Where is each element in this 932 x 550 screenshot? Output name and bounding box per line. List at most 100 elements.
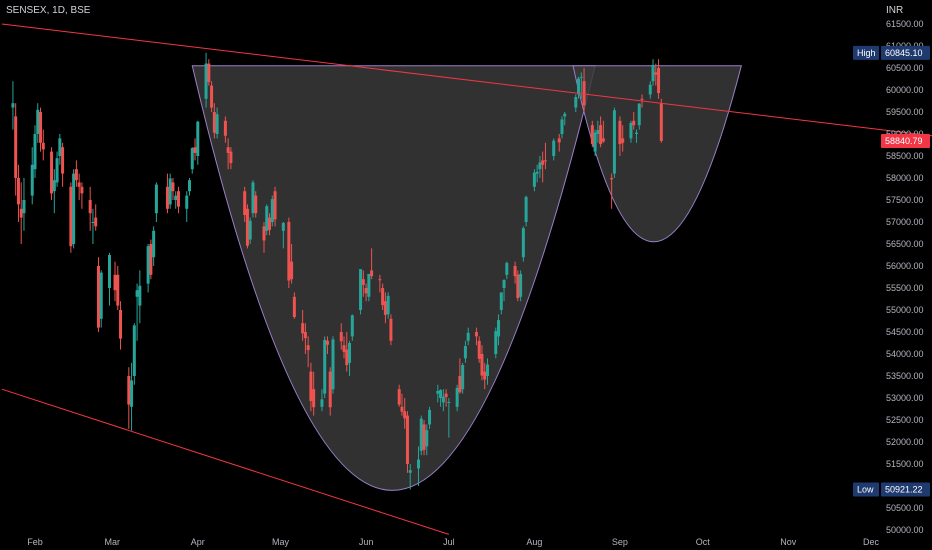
candle-body: [226, 147, 230, 153]
time-tick-label: Oct: [696, 537, 711, 547]
candle-body: [621, 138, 625, 143]
candle-body: [397, 389, 401, 405]
price-tick-label: 50500.00: [886, 503, 924, 513]
price-tick-label: 55000.00: [886, 305, 924, 315]
last-price-text: 58840.79: [885, 136, 923, 146]
candle-body: [268, 217, 272, 230]
last-price-tag: [881, 134, 930, 149]
price-tick-label: 52000.00: [886, 437, 924, 447]
high-value-text: 60845.10: [885, 48, 923, 58]
cup-and-handle-pattern[interactable]: [191, 65, 742, 491]
candle-body: [303, 332, 307, 339]
candle-body: [417, 459, 421, 469]
high-label-text: High: [857, 48, 876, 58]
price-tick-label: 51500.00: [886, 459, 924, 469]
candle-body: [50, 151, 54, 194]
candle-body: [19, 208, 23, 218]
handle-shape: [572, 65, 742, 243]
candle-body: [193, 147, 197, 153]
candle-body: [265, 206, 269, 231]
candle-body: [499, 292, 503, 310]
candle-body: [447, 401, 451, 403]
price-tick-label: 60500.00: [886, 63, 924, 73]
price-tick-label: 56000.00: [886, 261, 924, 271]
candle-body: [428, 409, 432, 425]
low-label-text: Low: [857, 484, 874, 494]
candle-body: [185, 195, 189, 209]
high-label-tag: [853, 45, 879, 60]
candle-body: [474, 332, 478, 337]
time-tick-label: May: [272, 537, 290, 547]
candle-body: [135, 290, 139, 297]
candle-body: [370, 270, 374, 277]
candle-body: [146, 246, 150, 284]
candle-body: [292, 296, 296, 318]
candle-body: [212, 112, 216, 133]
candle-body: [94, 217, 98, 227]
candle-body: [582, 81, 586, 106]
candle-body: [563, 113, 567, 117]
candle-body: [127, 376, 131, 405]
price-tick-label: 54000.00: [886, 349, 924, 359]
candle-body: [458, 376, 462, 393]
high-value-tag: [881, 45, 930, 60]
price-tick-label: 54500.00: [886, 327, 924, 337]
candle-body: [245, 208, 249, 246]
candle-body: [196, 121, 200, 156]
candle-body: [436, 390, 440, 394]
time-tick-label: Mar: [105, 537, 121, 547]
candle-body: [405, 415, 409, 464]
time-tick-label: Apr: [191, 537, 205, 547]
candle-body: [538, 162, 542, 170]
candle-body: [58, 138, 62, 156]
candle-body: [610, 178, 614, 180]
candle-body: [466, 332, 470, 341]
candle-body: [386, 295, 390, 315]
price-tick-label: 50000.00: [886, 525, 924, 535]
candle-body: [651, 64, 655, 82]
price-axis[interactable]: 50000.0050500.0051000.0051500.0052000.00…: [886, 19, 924, 535]
candle-body: [88, 200, 92, 214]
candle-body: [210, 85, 214, 108]
time-tick-label: Sep: [612, 537, 628, 547]
candle-body: [367, 273, 371, 297]
candle-body: [168, 178, 172, 205]
time-tick-label: Aug: [526, 537, 542, 547]
low-label-tag: [853, 482, 879, 497]
price-tags: 58840.79 High 60845.10 Low 50921.22: [853, 45, 930, 497]
price-tick-label: 53500.00: [886, 371, 924, 381]
candle-body: [632, 120, 636, 126]
candle-body: [439, 390, 443, 398]
candle-body: [152, 230, 156, 258]
candle-body: [535, 171, 539, 174]
time-axis[interactable]: Feb Mar Apr May Jun Jul Aug Sep Oct Nov Dec: [27, 537, 879, 547]
candle-body: [494, 331, 498, 354]
candle-body: [22, 200, 26, 214]
time-tick-label: Jul: [443, 537, 455, 547]
candle-body: [342, 345, 346, 352]
candle-body: [579, 76, 583, 78]
low-value-tag: [881, 482, 930, 497]
candle-body: [601, 138, 605, 142]
candle-body: [389, 318, 393, 341]
trendlines[interactable]: [1, 23, 932, 535]
candle-body: [243, 191, 247, 215]
time-tick-label: Feb: [27, 537, 43, 547]
symbol-title[interactable]: SENSEX, 1D, BSE: [6, 5, 91, 16]
candle-body: [331, 339, 335, 390]
candle-body: [629, 123, 633, 139]
candle-body: [648, 84, 652, 95]
candle-body: [441, 396, 445, 403]
candle-body: [524, 196, 528, 222]
candle-body: [532, 172, 536, 187]
candle-body: [590, 125, 594, 145]
candle-body: [72, 173, 76, 244]
candle-body: [364, 288, 368, 294]
candle-body: [91, 222, 95, 223]
candle-body: [577, 78, 581, 95]
candle-body: [30, 164, 34, 196]
candle-body: [574, 97, 578, 108]
candle-body: [361, 279, 365, 285]
candle-body: [483, 371, 487, 380]
